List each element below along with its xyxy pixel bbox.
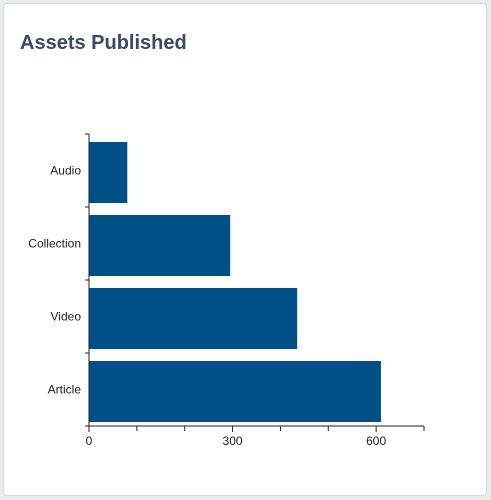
bar-video	[89, 288, 298, 349]
bar-chart: Audio Collection Video Article 0 300 600	[28, 133, 425, 448]
y-tick-label-collection: Collection	[28, 237, 81, 251]
y-tick-label-video: Video	[51, 310, 82, 324]
chart-title: Assets Published	[20, 32, 187, 54]
bar-collection	[89, 215, 231, 276]
y-tick-label-article: Article	[48, 383, 82, 397]
y-tick-label-audio: Audio	[50, 164, 81, 178]
x-tick-label: 600	[366, 434, 386, 448]
chart-card: Assets Published Audio Collection Video Art…	[3, 3, 487, 496]
x-tick-label: 300	[223, 434, 243, 448]
x-tick-label: 0	[86, 434, 93, 448]
bar-audio	[89, 142, 128, 203]
bar-article	[89, 361, 381, 422]
